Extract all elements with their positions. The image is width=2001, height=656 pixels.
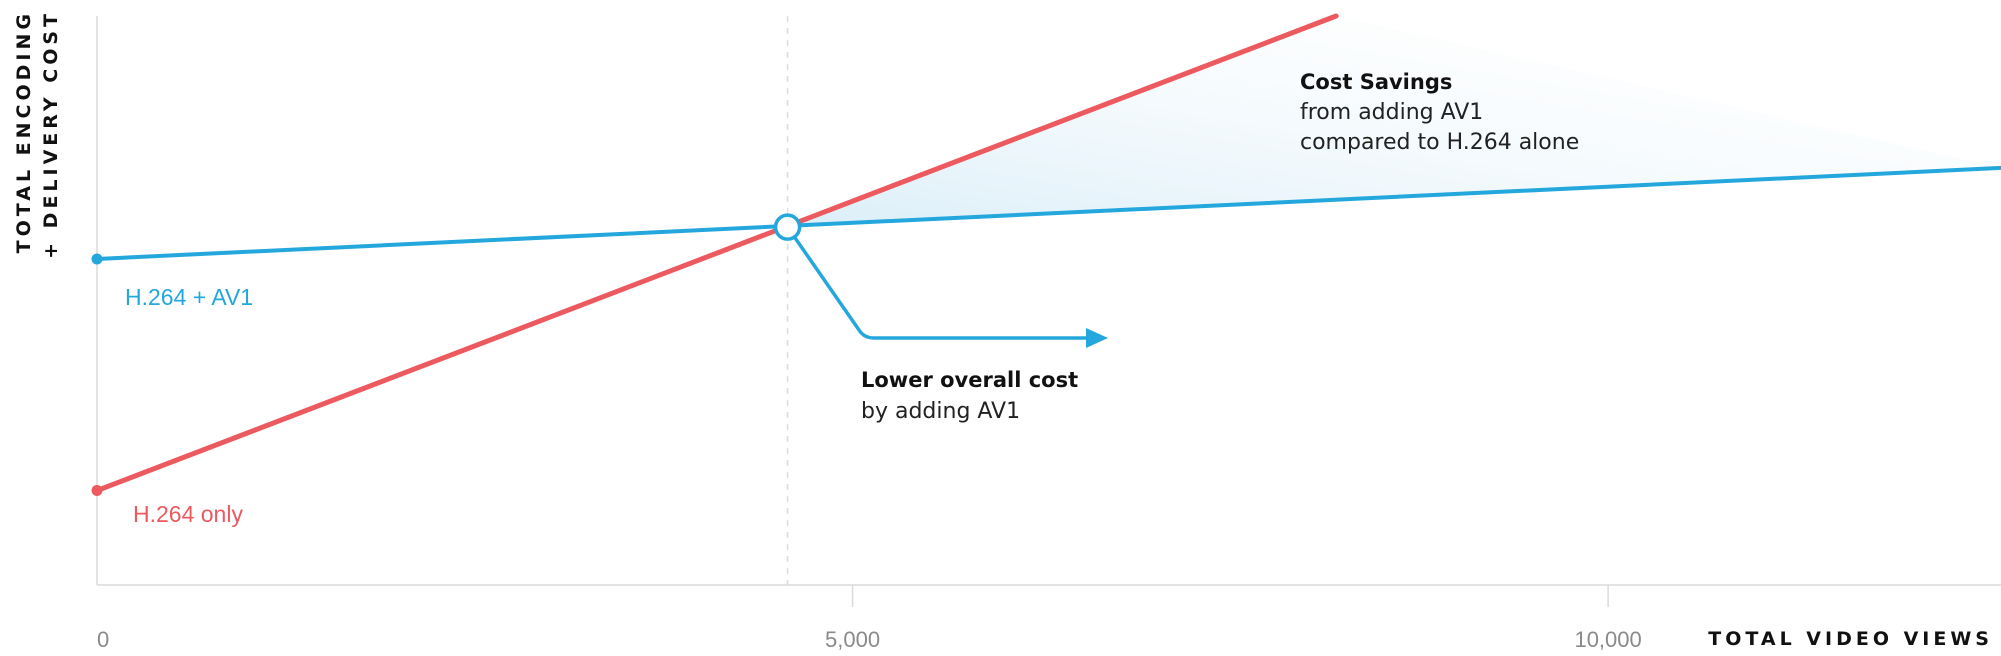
savings-annotation-line: compared to H.264 alone xyxy=(1300,130,1579,155)
y-axis-title-line: TOTAL ENCODING xyxy=(13,10,35,253)
series-label-h264-only: H.264 only xyxy=(133,501,243,527)
x-tick-label: 0 xyxy=(97,627,109,652)
lower-cost-annotation-line: by adding AV1 xyxy=(861,399,1020,424)
breakeven-point-marker xyxy=(773,213,802,241)
x-axis-title: TOTAL VIDEO VIEWS xyxy=(1708,628,1993,650)
series-start-point-h264-av1 xyxy=(91,253,103,265)
cost-savings-area xyxy=(787,16,2001,228)
savings-annotation-title: Cost Savings xyxy=(1300,70,1452,94)
savings-annotation-line: from adding AV1 xyxy=(1300,100,1483,125)
y-axis-title-line: + DELIVERY COST xyxy=(40,10,62,259)
lower-cost-annotation-title: Lower overall cost xyxy=(861,368,1078,392)
series-line-h264-av1 xyxy=(95,165,2001,261)
arrow-head-icon xyxy=(1086,328,1108,348)
series-label-h264-av1: H.264 + AV1 xyxy=(125,284,253,310)
x-tick-label: 10,000 xyxy=(1574,627,1641,652)
y-axis-title: TOTAL ENCODING + DELIVERY COST xyxy=(13,10,62,259)
x-tick-label: 5,000 xyxy=(825,627,880,652)
lower-cost-arrow-line xyxy=(786,226,1090,340)
series-line-h264-only xyxy=(94,13,1339,494)
series-start-point-h264-only xyxy=(91,485,103,497)
